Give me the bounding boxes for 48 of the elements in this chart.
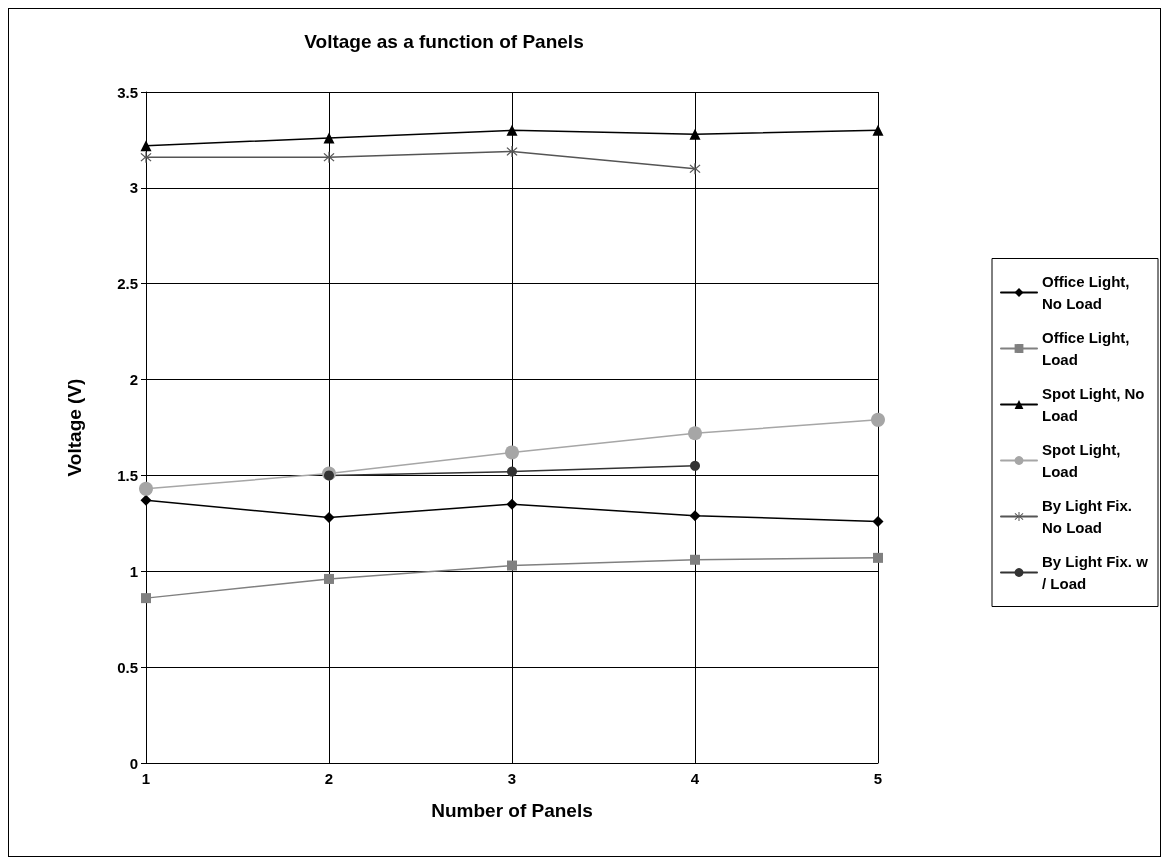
point	[873, 552, 883, 563]
y-tick-label: 1.5	[117, 466, 138, 484]
point	[507, 560, 517, 571]
point	[872, 124, 884, 136]
x-tick-label: 4	[690, 770, 700, 787]
point	[324, 470, 334, 481]
point	[871, 412, 885, 427]
chart-title: Voltage as a function of Panels	[304, 31, 584, 52]
point	[688, 426, 702, 441]
point	[140, 494, 152, 506]
x-tick-label: 5	[873, 770, 883, 787]
legend-label: Office Light, Load	[1042, 329, 1134, 368]
legend-label: By Light Fix. No Load	[1042, 497, 1137, 536]
point	[690, 554, 700, 565]
point	[140, 140, 152, 152]
point	[507, 466, 517, 477]
point	[689, 128, 701, 140]
point	[324, 573, 334, 584]
y-tick-label: 0	[129, 754, 138, 772]
point	[689, 510, 701, 522]
x-tick-label: 2	[324, 770, 334, 787]
point	[689, 163, 701, 175]
x-tick-label: 3	[507, 770, 517, 787]
y-tick-label: 2	[129, 371, 138, 389]
y-tick-label: 2.5	[117, 275, 138, 293]
point	[141, 593, 151, 604]
legend-label: Spot Light, Load	[1042, 441, 1125, 480]
point	[506, 124, 518, 136]
legend-label: Office Light, No Load	[1042, 273, 1134, 312]
y-tick-label: 3.5	[117, 83, 138, 101]
x-axis-title: Number of Panels	[431, 800, 593, 821]
point	[506, 145, 518, 157]
point	[139, 481, 153, 496]
point	[872, 515, 884, 527]
point	[506, 498, 518, 510]
y-tick-label: 1	[129, 562, 138, 580]
point	[690, 460, 700, 471]
point	[323, 132, 335, 144]
y-tick-label: 0.5	[117, 658, 138, 676]
x-tick-label: 1	[141, 770, 151, 787]
legend-label: By Light Fix. w/ Load	[1042, 553, 1149, 592]
y-axis-title: Voltage (V)	[64, 378, 85, 477]
point	[323, 151, 335, 163]
point	[140, 151, 152, 163]
y-tick-label: 3	[129, 179, 138, 197]
point	[505, 445, 519, 460]
legend-label: Spot Light, No Load	[1042, 385, 1149, 424]
point	[323, 512, 335, 524]
